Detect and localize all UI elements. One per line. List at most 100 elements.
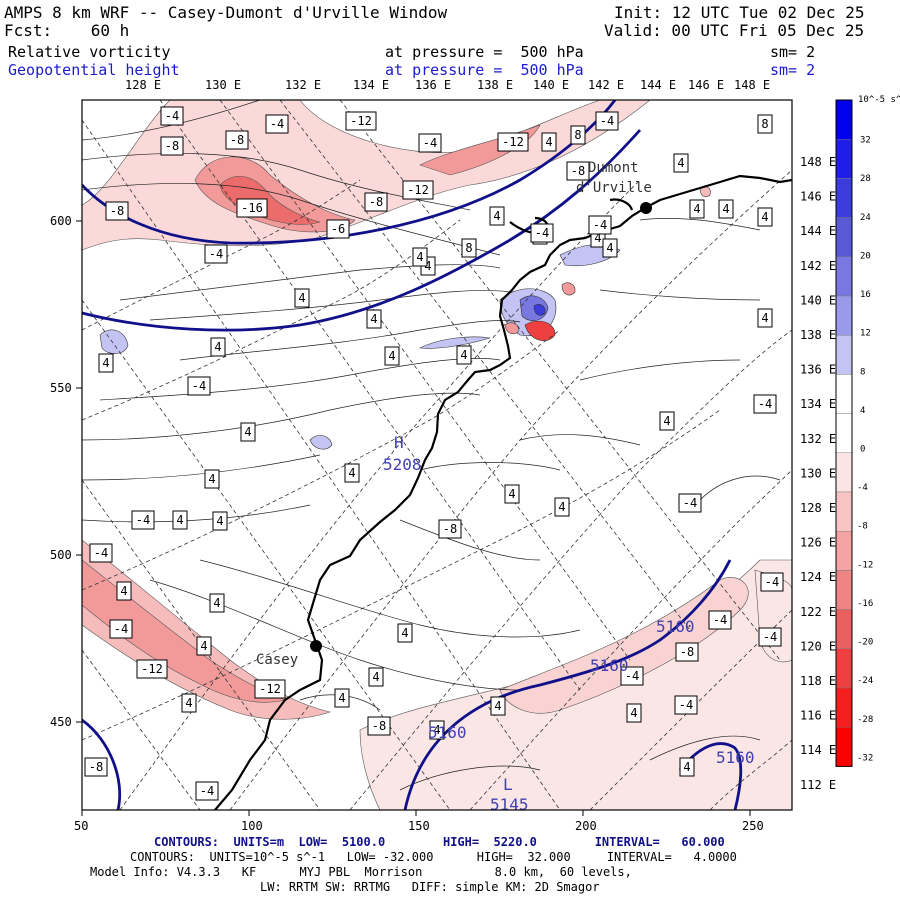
- vorticity-label: -4: [678, 493, 702, 513]
- field2-name: Geopotential height: [8, 61, 180, 79]
- colorbar-swatch: [835, 335, 853, 375]
- svg-text:-4: -4: [763, 630, 777, 644]
- field2-smooth: sm= 2: [770, 61, 816, 79]
- colorbar-swatch: [835, 452, 853, 493]
- top-lon-label: 146 E: [688, 78, 724, 92]
- vorticity-label: -6: [326, 219, 350, 239]
- colorbar-level: 20: [860, 251, 871, 261]
- place-durville: d'Urville: [576, 180, 652, 196]
- plot-area: -4-8-4-8-4-124-8-16-4-8-12-1284-6-8484-4…: [82, 100, 792, 814]
- vorticity-label: -4: [89, 543, 113, 563]
- right-lon-label: 130 E: [800, 466, 836, 480]
- right-lon-label: 146 E: [800, 190, 836, 204]
- colorbar-level: 16: [860, 290, 871, 300]
- y-tick-label: 550: [50, 381, 72, 395]
- vorticity-label: 8: [757, 114, 773, 134]
- top-lon-label: 136 E: [415, 78, 451, 92]
- low-pressure-value: 5145: [490, 795, 529, 814]
- svg-text:-4: -4: [423, 136, 437, 150]
- svg-text:5160: 5160: [716, 748, 755, 767]
- colorbar-swatch: [835, 295, 853, 336]
- svg-text:-8: -8: [443, 522, 457, 536]
- colorbar-level: 4: [860, 406, 865, 416]
- footer-physics: LW: RRTM SW: RRTMG DIFF: simple KM: 2D S…: [260, 880, 600, 894]
- vorticity-label: -4: [109, 619, 133, 639]
- vorticity-label: -12: [136, 659, 168, 679]
- vorticity-label: 4: [397, 623, 413, 643]
- vorticity-label: 4: [384, 346, 400, 366]
- x-tick-label: 250: [742, 819, 764, 833]
- colorbar-level: -8: [857, 522, 868, 532]
- vorticity-label: 4: [504, 484, 520, 504]
- svg-text:4: 4: [424, 259, 431, 273]
- vorticity-label: 4: [181, 693, 197, 713]
- plot-frame: [81, 99, 793, 811]
- svg-text:-8: -8: [571, 164, 585, 178]
- svg-text:4: 4: [630, 706, 637, 720]
- vorticity-label: -12: [402, 180, 434, 200]
- vorticity-label: 4: [429, 720, 445, 740]
- vorticity-label: 8: [570, 125, 586, 145]
- svg-text:-4: -4: [758, 397, 772, 411]
- vorticity-label: -16: [236, 198, 268, 218]
- svg-text:4: 4: [185, 696, 192, 710]
- svg-text:4: 4: [372, 670, 379, 684]
- top-lon-label: 128 E: [125, 78, 161, 92]
- init-time: Init: 12 UTC Tue 02 Dec 25: [614, 3, 865, 22]
- svg-text:-4: -4: [600, 114, 614, 128]
- colorbar-swatch: [835, 727, 853, 767]
- svg-text:-4: -4: [209, 247, 223, 261]
- vorticity-label: -8: [566, 161, 590, 181]
- svg-text:5160: 5160: [428, 723, 467, 742]
- vorticity-label: -8: [105, 201, 129, 221]
- right-lon-label: 142 E: [800, 259, 836, 273]
- x-tick-label: 100: [241, 819, 263, 833]
- vorticity-label: -8: [675, 642, 699, 662]
- top-longitude-labels: 128 E 130 E 132 E 134 E 136 E 138 E 140 E 142 E…: [125, 78, 770, 92]
- svg-text:-8: -8: [165, 139, 179, 153]
- right-lon-label: 128 E: [800, 501, 836, 515]
- svg-text:-4: -4: [535, 226, 549, 240]
- right-lon-label: 122 E: [800, 605, 836, 619]
- vorticity-label: 4: [368, 667, 384, 687]
- svg-text:-4: -4: [270, 117, 284, 131]
- y-tick-label: 600: [50, 214, 72, 228]
- svg-text:4: 4: [216, 514, 223, 528]
- svg-text:4: 4: [683, 760, 690, 774]
- field1-name: Relative vorticity: [8, 43, 171, 61]
- place-casey: Casey: [256, 652, 298, 668]
- dumont-durville-station-marker: [640, 202, 652, 214]
- svg-text:4: 4: [433, 723, 440, 737]
- vorticity-label: 4: [98, 353, 114, 373]
- colorbar-level: 8: [860, 367, 865, 377]
- vorticity-label: 4: [679, 757, 695, 777]
- vorticity-label: 4: [626, 703, 642, 723]
- vorticity-label: -8: [438, 519, 462, 539]
- svg-text:-8: -8: [230, 133, 244, 147]
- vorticity-label: 4: [196, 636, 212, 656]
- right-lon-label: 124 E: [800, 570, 836, 584]
- vorticity-label: 4: [366, 309, 382, 329]
- vorticity-label: 4: [490, 696, 506, 716]
- svg-text:-4: -4: [94, 546, 108, 560]
- colorbar-swatch: [835, 99, 853, 140]
- vorticity-label: 4: [116, 581, 132, 601]
- vorticity-labels: -4-8-4-8-4-124-8-16-4-8-12-1284-6-8484-4…: [84, 106, 784, 801]
- svg-text:4: 4: [213, 596, 220, 610]
- svg-text:4: 4: [722, 202, 729, 216]
- vorticity-label: -8: [364, 192, 388, 212]
- vorticity-label: 4: [456, 345, 472, 365]
- forecast-hour: Fcst: 60 h: [4, 21, 130, 40]
- vorticity-label: 4: [240, 422, 256, 442]
- svg-text:-4: -4: [192, 379, 206, 393]
- colorbar-swatch: [835, 374, 853, 414]
- vorticity-label: -4: [588, 215, 612, 235]
- field1-level: at pressure = 500 hPa: [385, 43, 584, 61]
- svg-text:4: 4: [214, 340, 221, 354]
- right-lon-label: 148 E: [800, 155, 836, 169]
- svg-text:-4: -4: [625, 669, 639, 683]
- colorbar-level: -24: [857, 676, 873, 686]
- top-lon-label: 140 E: [533, 78, 569, 92]
- svg-text:4: 4: [545, 135, 552, 149]
- top-lon-label: 138 E: [477, 78, 513, 92]
